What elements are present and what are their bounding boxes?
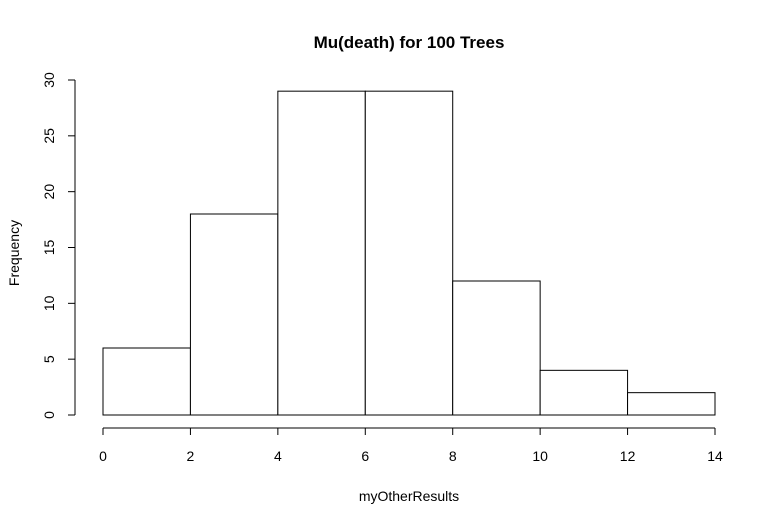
x-tick-label: 10 [532, 448, 548, 464]
x-axis: 0 2 4 6 8 10 12 14 [99, 427, 723, 464]
y-tick-label: 10 [41, 295, 57, 311]
bars-group [102, 90, 716, 416]
x-tick-label: 12 [620, 448, 636, 464]
y-tick-label: 25 [41, 128, 57, 144]
x-tick-label: 8 [449, 448, 457, 464]
histogram-bar-4 [452, 280, 541, 416]
histogram-bar-3 [364, 90, 454, 416]
y-axis: 0 5 10 15 20 25 30 [41, 72, 76, 419]
histogram-bar-1 [189, 213, 279, 416]
x-tick-label: 14 [707, 448, 723, 464]
histogram-bar-5 [539, 369, 629, 416]
y-tick-label: 15 [41, 240, 57, 256]
histogram-bar-2 [277, 90, 366, 416]
x-axis-label: myOtherResults [359, 488, 459, 504]
y-tick-label: 0 [41, 411, 57, 419]
chart-title: Mu(death) for 100 Trees [314, 33, 505, 52]
y-tick-label: 30 [41, 72, 57, 88]
x-tick-label: 2 [187, 448, 195, 464]
y-axis-label: Frequency [6, 220, 22, 286]
histogram-bar-0 [102, 347, 191, 416]
y-tick-label: 5 [41, 355, 57, 363]
x-tick-label: 0 [99, 448, 107, 464]
x-tick-label: 6 [361, 448, 369, 464]
histogram-bar-6 [627, 392, 716, 416]
x-tick-label: 4 [274, 448, 282, 464]
y-tick-label: 20 [41, 184, 57, 200]
